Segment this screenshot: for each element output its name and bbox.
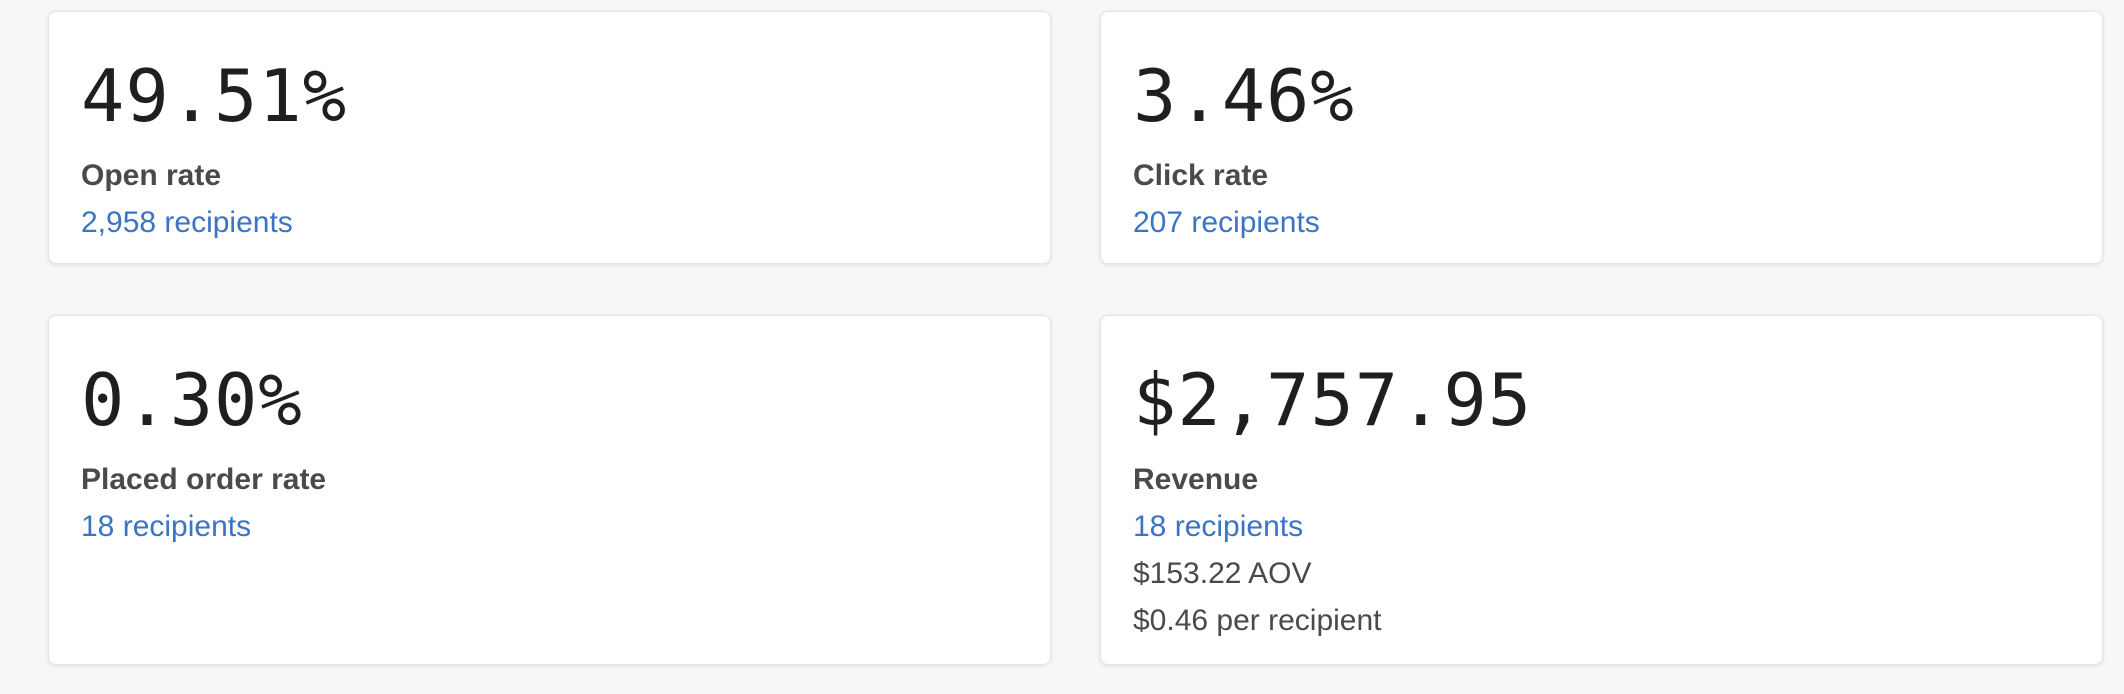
open-rate-label: Open rate	[81, 159, 222, 192]
open-rate-value: 49.51%	[81, 54, 348, 138]
placed-order-rate-label: Placed order rate	[81, 463, 327, 496]
placed-order-rate-value: 0.30%	[81, 358, 303, 442]
click-rate-value: 3.46%	[1133, 54, 1355, 138]
revenue-label: Revenue	[1133, 463, 1259, 496]
open-rate-card: 49.51% Open rate 2,958 recipients	[48, 11, 1051, 264]
open-rate-recipients-link[interactable]: 2,958 recipients	[81, 206, 293, 239]
click-rate-card: 3.46% Click rate 207 recipients	[1100, 11, 2103, 264]
revenue-recipients-link[interactable]: 18 recipients	[1133, 510, 1304, 543]
placed-order-rate-card: 0.30% Placed order rate 18 recipients	[48, 315, 1051, 665]
revenue-aov: $153.22 AOV	[1133, 557, 1312, 590]
click-rate-label: Click rate	[1133, 159, 1269, 192]
click-rate-recipients-link[interactable]: 207 recipients	[1133, 206, 1320, 239]
placed-order-recipients-link[interactable]: 18 recipients	[81, 510, 252, 543]
revenue-value: $2,757.95	[1133, 358, 1533, 442]
revenue-per-recipient: $0.46 per recipient	[1133, 604, 1382, 637]
revenue-card: $2,757.95 Revenue 18 recipients $153.22 …	[1100, 315, 2103, 665]
